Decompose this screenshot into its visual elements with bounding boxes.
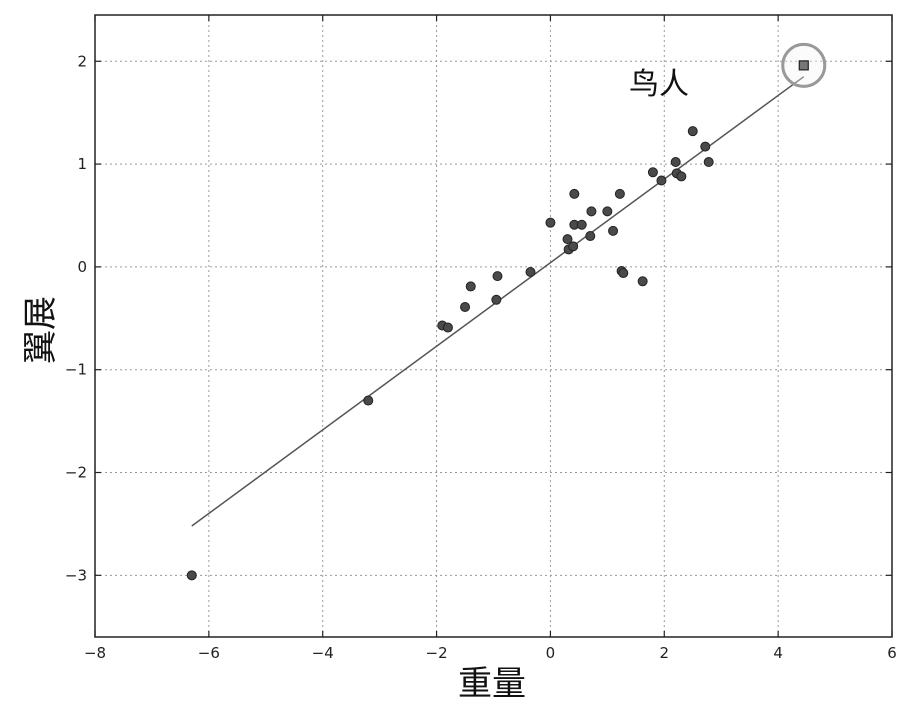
- x-tick-label: 2: [660, 644, 670, 662]
- x-axis-label: 重量: [458, 664, 526, 704]
- annotation-label: 鸟人: [629, 67, 689, 102]
- plot-frame: [94, 14, 893, 638]
- data-point: [363, 395, 374, 406]
- data-point: [676, 171, 687, 182]
- data-point: [562, 234, 573, 245]
- x-tick-label: 0: [546, 644, 556, 662]
- data-point: [656, 175, 667, 186]
- y-tick-label: 2: [77, 52, 87, 70]
- data-point: [637, 276, 648, 287]
- data-point: [618, 268, 629, 279]
- data-point: [608, 225, 619, 236]
- y-tick-label: −1: [65, 361, 87, 379]
- data-point: [569, 188, 580, 199]
- data-point: [576, 219, 587, 230]
- x-tick-label: −6: [198, 644, 220, 662]
- x-tick-label: 4: [773, 644, 783, 662]
- x-tick-label: −8: [84, 644, 106, 662]
- data-point: [492, 271, 503, 282]
- y-tick-label: −3: [65, 566, 87, 584]
- data-point: [670, 157, 681, 168]
- y-tick-label: −2: [65, 464, 87, 482]
- highlight-layer: [781, 42, 827, 88]
- data-point: [700, 141, 711, 152]
- y-tick-label: 1: [77, 155, 87, 173]
- y-axis-label: 翼展: [21, 296, 61, 364]
- data-point: [525, 267, 536, 278]
- data-point: [703, 157, 714, 168]
- x-tick-label: 6: [887, 644, 897, 662]
- axis-ticks: −8 −6 −4 −2 0 2 4 6 −3 −2 −1 0 1 2: [65, 15, 897, 662]
- data-point: [614, 188, 625, 199]
- data-point: [687, 126, 698, 137]
- x-tick-label: −2: [426, 644, 448, 662]
- data-point: [491, 294, 502, 305]
- data-point: [602, 206, 613, 217]
- outlier-point: [798, 60, 809, 71]
- data-point: [568, 241, 579, 252]
- grid: [95, 15, 892, 637]
- data-point: [460, 301, 471, 312]
- data-point: [186, 570, 197, 581]
- data-point: [585, 231, 596, 242]
- data-points: [186, 126, 714, 581]
- y-tick-label: 0: [77, 258, 87, 276]
- data-point: [586, 206, 597, 217]
- data-point: [442, 322, 453, 333]
- data-point: [647, 167, 658, 178]
- data-point: [465, 281, 476, 292]
- data-point: [545, 217, 556, 228]
- x-tick-label: −4: [312, 644, 334, 662]
